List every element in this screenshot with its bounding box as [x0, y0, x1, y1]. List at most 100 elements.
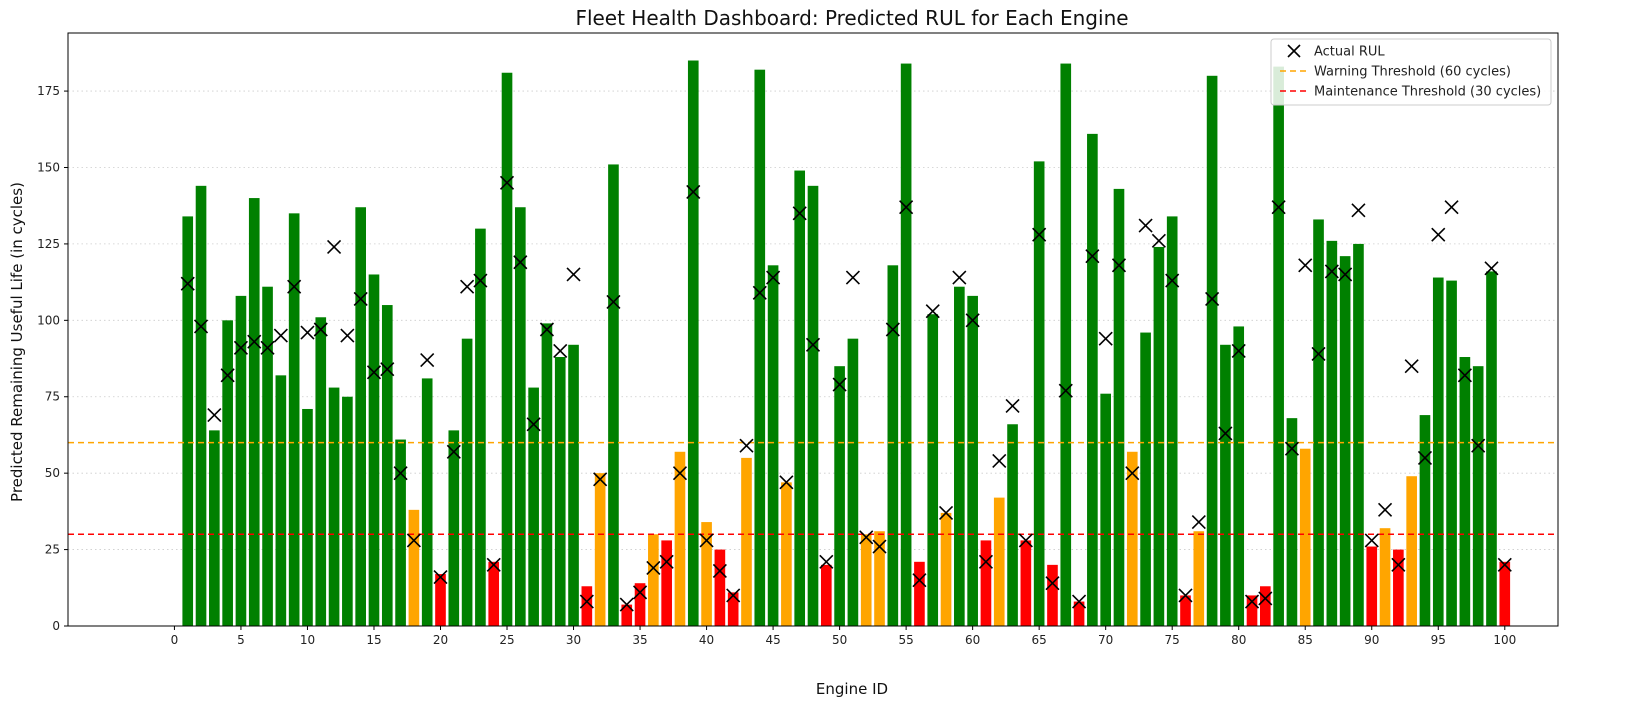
- x-tick-label-95: 95: [1431, 633, 1446, 647]
- actual-rul-marker-38: [672, 466, 688, 481]
- actual-rul-marker-19: [420, 353, 435, 368]
- bar-engine-37: [661, 540, 672, 626]
- bar-engine-84: [1286, 418, 1298, 626]
- x-tick-label-15: 15: [366, 633, 381, 647]
- actual-rul-marker-71: [1111, 258, 1127, 273]
- legend-item-maintenance: Maintenance Threshold (30 cycles): [1280, 85, 1541, 100]
- bar-engine-49: [820, 564, 832, 626]
- bar-engine-51: [847, 338, 859, 626]
- actual-rul-marker-86: [1311, 346, 1326, 362]
- actual-rul-marker-36: [646, 560, 661, 575]
- actual-rul-marker-11: [313, 322, 328, 337]
- bar-engine-13: [342, 396, 353, 626]
- actual-rul-marker-77: [1191, 515, 1206, 530]
- actual-rul-marker-5: [233, 340, 249, 355]
- actual-rul-marker-54: [885, 322, 900, 337]
- bar-engine-93: [1406, 476, 1417, 626]
- bar-engine-70: [1100, 393, 1111, 626]
- actual-rul-marker-28: [539, 322, 554, 337]
- bar-engine-20: [435, 574, 446, 626]
- x-tick-label-65: 65: [1032, 633, 1047, 647]
- actual-rul-marker-90: [1364, 533, 1379, 548]
- bar-engine-85: [1299, 448, 1311, 626]
- legend-box: [1270, 38, 1552, 106]
- actual-rul-marker-83: [1271, 200, 1286, 215]
- axis-layer: 0 5 10 15 20 25 30 35 40 45 50 55 60 65 70 75 80 85 90 95 10…: [37, 32, 1559, 647]
- actual-rul-marker-57: [925, 304, 940, 319]
- x-tick-label-45: 45: [765, 633, 780, 647]
- bar-engine-10: [302, 408, 313, 626]
- actual-rul-marker-62: [992, 453, 1007, 469]
- y-tick-label-125: 125: [37, 237, 60, 251]
- bar-engine-7: [262, 286, 273, 626]
- bar-engine-35: [634, 583, 646, 626]
- bar-engine-81: [1246, 595, 1258, 626]
- actual-rul-marker-15: [366, 365, 382, 380]
- plot-frame: [67, 32, 1559, 627]
- bar-engine-53: [874, 531, 885, 626]
- actual-rul-marker-32: [593, 472, 608, 487]
- bar-engine-12: [328, 387, 340, 626]
- bar-engine-41: [714, 549, 726, 626]
- actual-rul-marker-85: [1298, 258, 1313, 273]
- actual-rul-marker-20: [433, 570, 448, 585]
- actual-rul-marker-29: [553, 343, 568, 358]
- actual-rul-marker-81: [1244, 594, 1260, 609]
- actual-rul-marker-7: [260, 340, 275, 355]
- bar-engine-97: [1459, 357, 1471, 626]
- bar-engine-44: [754, 69, 766, 626]
- actual-rul-marker-1: [180, 276, 195, 291]
- actual-rul-marker-3: [207, 408, 222, 423]
- bar-engine-17: [395, 439, 406, 626]
- legend-label-marker: Actual RUL: [1314, 45, 1385, 60]
- actual-rul-marker-6: [247, 334, 262, 349]
- actual-rul-marker-84: [1284, 441, 1299, 456]
- bar-engine-33: [608, 164, 619, 626]
- x-tick-label-0: 0: [171, 633, 179, 647]
- bar-engine-46: [781, 482, 792, 626]
- y-tick-label-75: 75: [45, 390, 60, 404]
- actual-rul-marker-94: [1417, 450, 1433, 465]
- bar-engine-71: [1113, 188, 1125, 626]
- bar-engine-94: [1419, 415, 1431, 626]
- actual-rul-marker-33: [606, 294, 621, 310]
- y-tick-label-150: 150: [37, 160, 60, 174]
- bar-engine-78: [1206, 75, 1218, 626]
- x-tick-label-70: 70: [1098, 633, 1113, 647]
- bar-engine-1: [182, 216, 194, 626]
- bar-engine-63: [1007, 424, 1018, 626]
- markers-layer: [180, 175, 1512, 612]
- x-axis-title: Engine ID: [816, 680, 888, 698]
- actual-rul-marker-35: [632, 585, 648, 600]
- x-tick-label-30: 30: [566, 633, 581, 647]
- actual-rul-marker-79: [1218, 426, 1233, 441]
- y-tick-label-50: 50: [45, 466, 60, 480]
- actual-rul-marker-40: [699, 533, 714, 548]
- actual-rul-marker-49: [819, 554, 834, 569]
- x-tick-label-10: 10: [300, 633, 315, 647]
- y-tick-label-175: 175: [37, 84, 60, 98]
- bar-engine-72: [1126, 451, 1138, 626]
- bar-engine-100: [1499, 561, 1511, 626]
- actual-rul-marker-21: [446, 444, 461, 459]
- actual-rul-marker-34: [619, 597, 634, 612]
- actual-rul-marker-69: [1085, 249, 1100, 264]
- bar-engine-9: [288, 213, 300, 626]
- actual-rul-marker-45: [766, 270, 781, 285]
- actual-rul-marker-25: [499, 175, 515, 190]
- bar-engine-62: [993, 497, 1005, 626]
- actual-rul-marker-42: [726, 588, 741, 603]
- bar-engine-89: [1353, 243, 1364, 627]
- bar-engine-25: [501, 72, 513, 626]
- bar-engine-18: [408, 509, 420, 626]
- actual-rul-marker-16: [380, 362, 395, 377]
- legend-item-warning: Warning Threshold (60 cycles): [1280, 65, 1511, 80]
- bar-engine-19: [421, 378, 433, 626]
- actual-rul-marker-95: [1431, 227, 1446, 242]
- x-tick-label-100: 100: [1493, 633, 1516, 647]
- bar-engine-86: [1313, 219, 1324, 627]
- x-tick-label-85: 85: [1298, 633, 1313, 647]
- bar-engine-73: [1140, 332, 1151, 626]
